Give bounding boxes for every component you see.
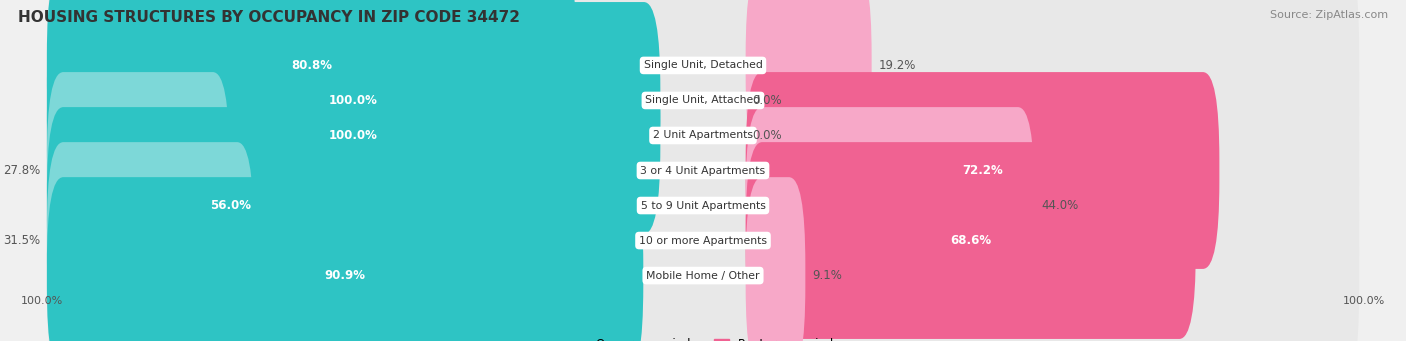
Text: 27.8%: 27.8% <box>3 164 41 177</box>
Text: Single Unit, Detached: Single Unit, Detached <box>644 60 762 71</box>
FancyBboxPatch shape <box>745 72 1219 269</box>
FancyBboxPatch shape <box>46 0 576 164</box>
FancyBboxPatch shape <box>46 2 661 199</box>
FancyBboxPatch shape <box>46 51 1360 290</box>
FancyBboxPatch shape <box>46 37 661 234</box>
Text: 0.0%: 0.0% <box>752 94 782 107</box>
Text: 72.2%: 72.2% <box>962 164 1002 177</box>
Text: 100.0%: 100.0% <box>21 296 63 306</box>
FancyBboxPatch shape <box>745 177 806 341</box>
Text: Single Unit, Attached: Single Unit, Attached <box>645 95 761 105</box>
FancyBboxPatch shape <box>46 157 1360 341</box>
Text: 56.0%: 56.0% <box>209 199 252 212</box>
Text: 3 or 4 Unit Apartments: 3 or 4 Unit Apartments <box>641 165 765 176</box>
Text: 0.0%: 0.0% <box>752 129 782 142</box>
Text: 10 or more Apartments: 10 or more Apartments <box>638 236 768 246</box>
Text: 68.6%: 68.6% <box>950 234 991 247</box>
Text: 2 Unit Apartments: 2 Unit Apartments <box>652 131 754 140</box>
Text: 100.0%: 100.0% <box>329 94 378 107</box>
Text: 100.0%: 100.0% <box>1343 296 1385 306</box>
FancyBboxPatch shape <box>46 0 1360 184</box>
Text: Source: ZipAtlas.com: Source: ZipAtlas.com <box>1270 10 1388 20</box>
Text: 100.0%: 100.0% <box>329 129 378 142</box>
FancyBboxPatch shape <box>46 107 415 304</box>
Text: 19.2%: 19.2% <box>879 59 915 72</box>
Text: 44.0%: 44.0% <box>1040 199 1078 212</box>
Text: HOUSING STRUCTURES BY OCCUPANCY IN ZIP CODE 34472: HOUSING STRUCTURES BY OCCUPANCY IN ZIP C… <box>18 10 520 25</box>
Legend: Owner-occupied, Renter-occupied: Owner-occupied, Renter-occupied <box>572 338 834 341</box>
FancyBboxPatch shape <box>46 72 229 269</box>
Text: 80.8%: 80.8% <box>291 59 332 72</box>
FancyBboxPatch shape <box>745 0 872 164</box>
FancyBboxPatch shape <box>46 121 1360 341</box>
FancyBboxPatch shape <box>46 142 253 339</box>
Text: 5 to 9 Unit Apartments: 5 to 9 Unit Apartments <box>641 201 765 210</box>
Text: 90.9%: 90.9% <box>325 269 366 282</box>
FancyBboxPatch shape <box>46 0 1360 220</box>
FancyBboxPatch shape <box>46 87 1360 325</box>
FancyBboxPatch shape <box>46 16 1360 254</box>
FancyBboxPatch shape <box>745 107 1035 304</box>
Text: 31.5%: 31.5% <box>3 234 41 247</box>
FancyBboxPatch shape <box>46 177 644 341</box>
Text: 9.1%: 9.1% <box>811 269 842 282</box>
FancyBboxPatch shape <box>745 142 1195 339</box>
Text: Mobile Home / Other: Mobile Home / Other <box>647 270 759 281</box>
